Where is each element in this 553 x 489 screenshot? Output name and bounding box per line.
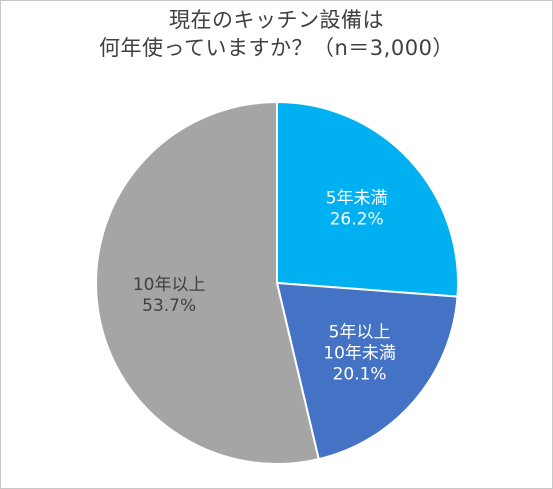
- slice-category-5-to-10-years: 5年以上: [329, 323, 391, 343]
- slice-value-over-10-years: 53.7%: [142, 296, 196, 316]
- chart-title: 現在のキッチン設備は 何年使っていますか？（n＝3,000）: [0, 6, 553, 62]
- slice-category-under-5-years: 5年未満: [326, 189, 388, 209]
- pie-slice-under-5-years: [276, 101, 459, 298]
- chart-title-line-1: 現在のキッチン設備は: [169, 8, 384, 32]
- pie-slice-5-to-10-years: [276, 282, 459, 461]
- chart-title-line-2: 何年使っていますか？（n＝3,000）: [99, 36, 454, 60]
- slice-category-over-10-years: 10年以上: [133, 275, 206, 295]
- slice-value-5-to-10-years: 20.1%: [333, 365, 387, 385]
- pie-slice-over-10-years: [95, 101, 320, 465]
- slice-value-under-5-years: 26.2%: [330, 210, 384, 230]
- slice-category-5-to-10-years: 10年未満: [323, 344, 396, 364]
